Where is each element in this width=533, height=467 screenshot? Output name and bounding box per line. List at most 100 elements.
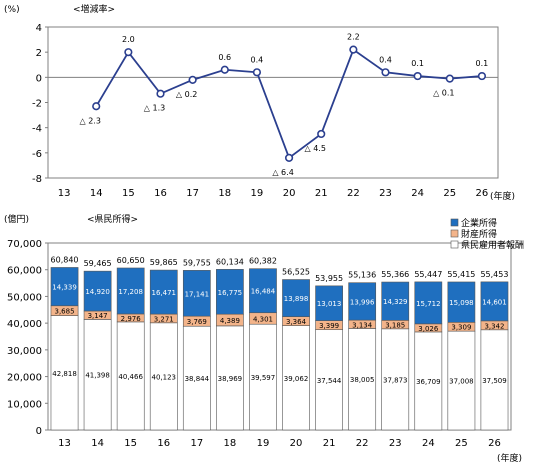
bar-total-label: 60,840 [51,255,79,264]
bar-ytick-label: 10,000 [7,399,42,410]
bar-segment-label: 40,466 [118,373,143,381]
line-ytick-label: -8 [32,174,42,185]
line-point [477,71,487,81]
bar-segment [381,281,410,321]
bar-segment-label: 3,147 [88,312,108,320]
bar-segment-label: 39,597 [251,374,276,382]
bar-segment [182,325,211,431]
bar-segment [282,325,310,431]
bar-segment [83,270,112,312]
line-point-label: 2.2 [347,33,360,42]
bar-ytick-label: 60,000 [7,266,42,277]
line-xtick-label: 26 [476,188,489,199]
bar-total-label: 59,865 [150,258,178,267]
bar-segment-label: 15,098 [449,299,474,307]
bar-total-label: 60,650 [117,256,145,265]
bar-segment-label: 15,712 [416,300,441,308]
bar-xtick-label: 22 [356,438,369,449]
bar-xtick-label: 23 [389,438,402,449]
bar-title: <県民所得> [87,213,138,225]
bar-segment [348,282,377,321]
bar-segment-label: 3,134 [352,321,373,329]
legend-label: 企業所得 [461,217,497,229]
bar-total-label: 56,525 [282,268,310,277]
bar-plot: 70,000 60,000 50,000 40,000 30,000 20,000 10,0… [7,239,512,449]
bar-xtick-label: 17 [190,438,203,449]
bar-segment-label: 14,601 [482,298,507,306]
bar-segment [414,331,443,431]
line-xtick-label: 16 [154,188,167,199]
bar-segment-label: 14,329 [383,298,408,306]
legend-label: 財産所得 [461,228,497,240]
bar-total-label: 55,415 [447,270,475,279]
bar-segment-label: 13,013 [317,300,342,308]
line-point-label: 0.1 [476,59,489,68]
bar-segment [480,281,509,322]
bar-plot-frame [47,242,512,431]
bar-segment-label: 14,339 [52,284,77,292]
line-point-label: △ 0.1 [433,89,454,98]
bar-segment-label: 3,342 [484,322,504,330]
line-point [252,68,262,77]
line-ylabel: (%) [4,5,20,15]
bar-segment [116,321,145,431]
line-point [92,102,101,111]
line-xtick-label: 14 [90,188,103,199]
bar-segment-label: 16,471 [152,289,177,297]
bar-ytick-label: 20,000 [7,373,42,384]
bar-segment-label: 4,389 [220,317,240,325]
line-point [124,48,133,57]
line-xtick-label: 17 [186,188,199,199]
line-point-label: △ 0.2 [176,90,197,99]
bar-xtick-label: 24 [422,438,435,449]
line-plot-frame [47,26,499,179]
line-xtick-label: 23 [379,188,392,199]
line-point [284,153,294,162]
line-xtick-label: 19 [251,188,264,199]
bar-xtick-label: 14 [91,438,104,449]
bar-total-label: 53,955 [315,274,343,283]
line-point [188,75,197,84]
bar-ytick-label: 30,000 [7,346,42,357]
bar-segment-label: 37,544 [317,377,342,385]
bar-ytick-label: 50,000 [7,292,42,303]
bar-xtick-label: 26 [488,438,501,449]
bar-segment-label: 38,969 [218,375,243,383]
line-point-label: 0.6 [218,53,231,62]
legend-label: 県民雇用者報酬 [461,239,524,251]
bar-segment-label: 3,309 [451,324,471,332]
bar-total-label: 60,134 [216,257,244,266]
line-point [156,89,165,98]
bar-segment-label: 16,484 [251,288,276,296]
bar-ytick-label: 40,000 [7,319,42,330]
line-point [349,45,358,54]
bar-segment [282,279,310,317]
bar-segment-label: 3,026 [418,325,439,333]
bar-total-label: 59,465 [84,259,112,268]
bar-ytick-label: 70,000 [7,239,42,250]
bar-segment [348,328,377,431]
line-point [317,129,326,139]
bar-segment-label: 13,898 [284,295,309,303]
line-ytick-label: -6 [32,149,42,160]
line-xtick-label: 18 [218,188,231,199]
bar-segment [149,269,178,315]
bar-segment-label: 42,818 [52,370,77,378]
bar-segment-label: 3,769 [187,318,207,326]
bar-segment-label: 4,301 [253,315,273,323]
bar-segment [149,322,178,431]
bar-segment [182,270,211,317]
bar-segment-label: 16,775 [218,289,243,297]
line-ytick-label: 2 [36,48,42,59]
line-title: <増減率> [73,3,115,15]
bar-total-label: 55,453 [480,270,508,279]
line-plot: 420-2-4-6-813 14 15 16 17 18 19 20 21 22 23 24 25 26△… [32,23,499,199]
bar-ylabel: (億円) [4,213,29,225]
bar-segment [216,269,244,315]
bar-total-label: 60,382 [249,257,277,266]
line-point [413,71,422,81]
bar-segment [116,267,145,315]
line-point-label: 2.0 [122,35,135,44]
